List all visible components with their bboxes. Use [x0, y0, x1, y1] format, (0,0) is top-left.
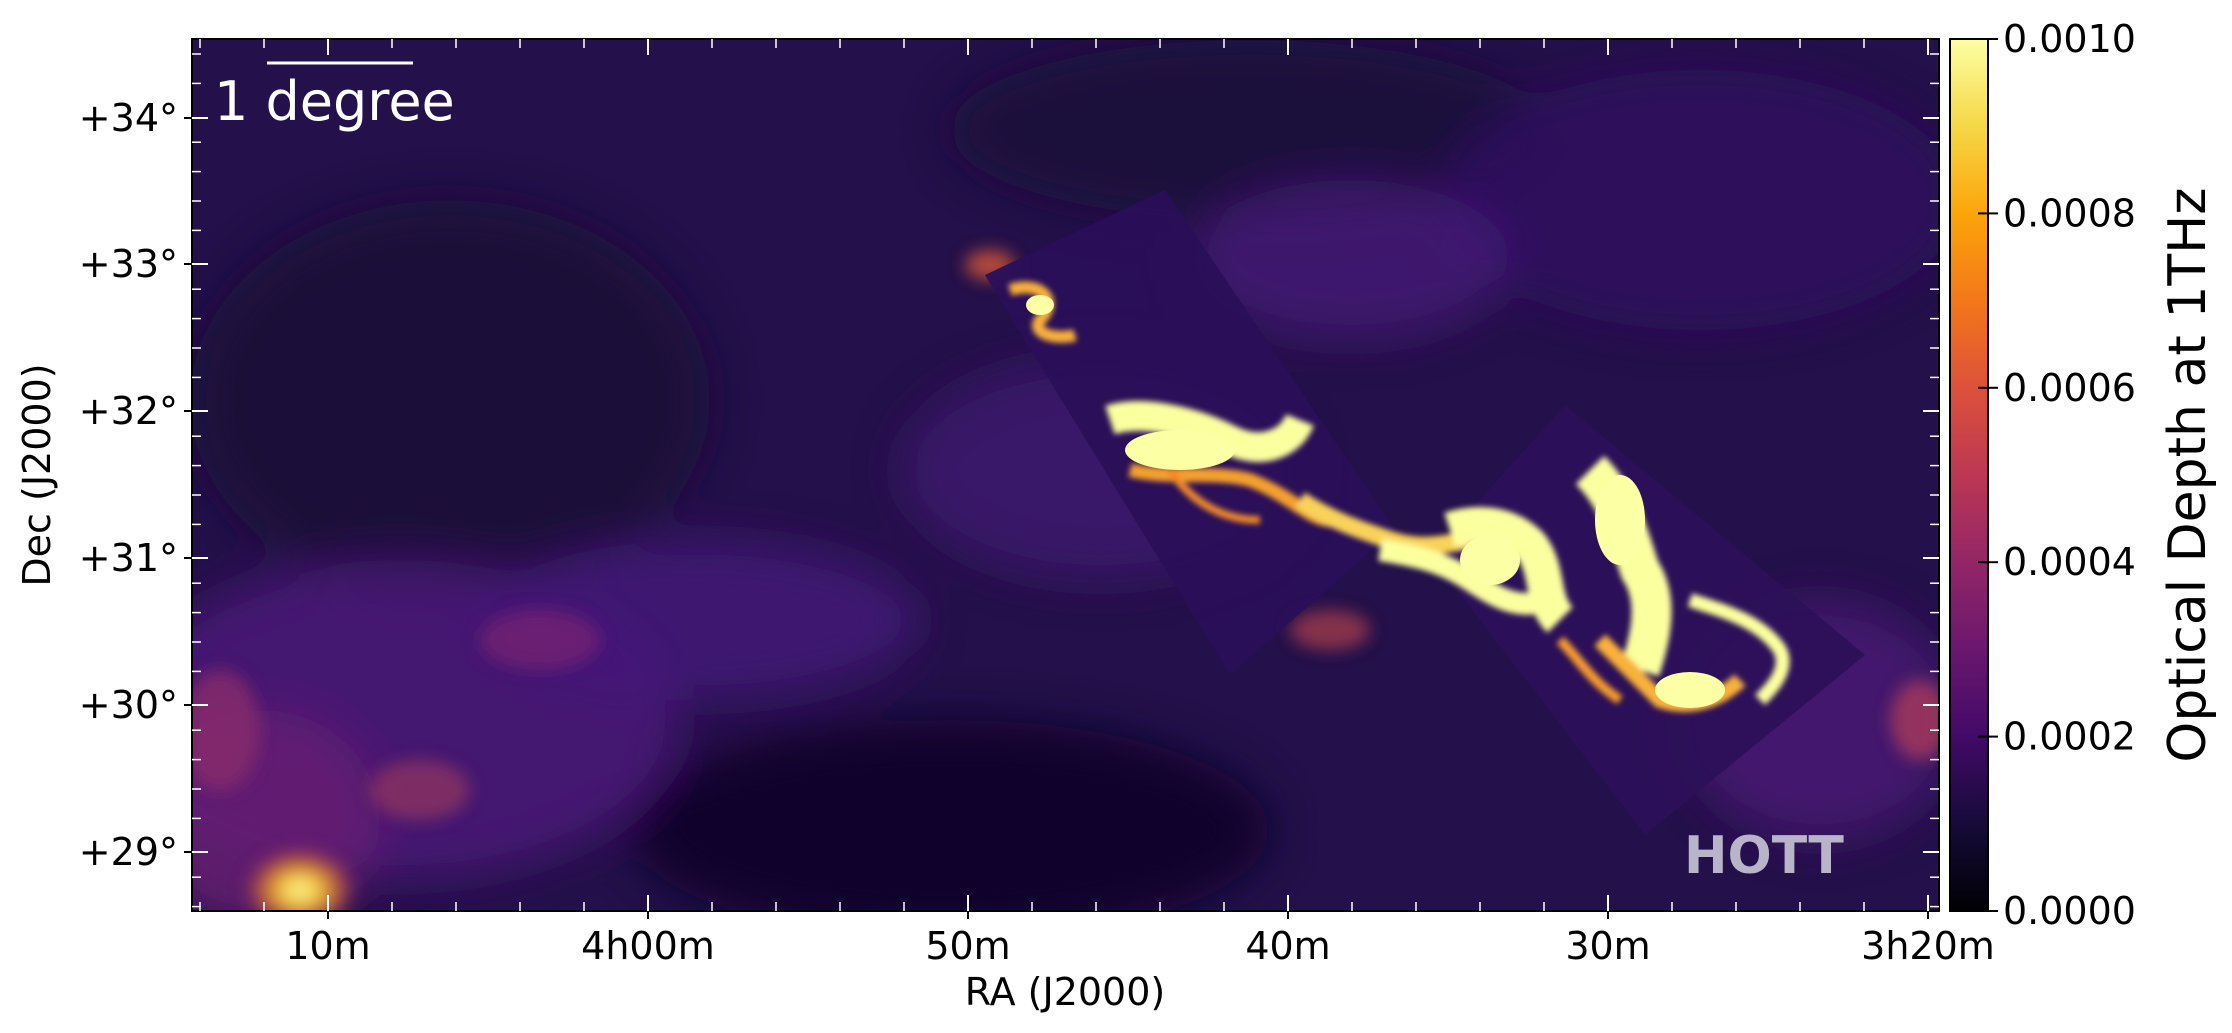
- y-axis-label: Dec (J2000): [15, 363, 59, 586]
- optical-depth-map: [192, 39, 1939, 911]
- colorbar: [1950, 39, 1988, 911]
- colorbar-frame: [1949, 38, 1989, 912]
- x-tick-label: 50m: [925, 924, 1010, 968]
- y-axis: +34° +33° +32° +31° +30° +29°: [79, 53, 1939, 908]
- y-tick-label: +33°: [79, 242, 178, 286]
- y-tick-label: +29°: [79, 830, 178, 874]
- x-tick-label: 30m: [1565, 924, 1650, 968]
- x-axis-label: RA (J2000): [965, 970, 1166, 1014]
- y-tick-label: +34°: [79, 96, 178, 140]
- y-tick-label: +32°: [79, 389, 178, 433]
- colorbar-tick-label: 0.0002: [2003, 715, 2136, 759]
- y-tick-label: +30°: [79, 683, 178, 727]
- colorbar-label: Optical Depth at 1THz: [2158, 187, 2218, 762]
- colorbar-tick-label: 0.0000: [2003, 889, 2136, 933]
- plot-frame: [191, 38, 1940, 912]
- x-tick-label: 40m: [1245, 924, 1330, 968]
- scale-bar-label: 1 degree: [214, 70, 455, 133]
- y-tick-label: +31°: [79, 536, 178, 580]
- x-tick-label: 10m: [285, 924, 370, 968]
- hott-watermark: HOTT: [1684, 826, 1844, 886]
- colorbar-tick-label: 0.0008: [2003, 191, 2136, 235]
- colorbar-tick-label: 0.0010: [2003, 17, 2136, 61]
- x-axis: 10m 4h00m 50m 40m 30m 3h20m: [199, 39, 1995, 968]
- colorbar-tick-label: 0.0004: [2003, 540, 2136, 584]
- x-tick-label: 4h00m: [581, 924, 715, 968]
- x-tick-label: 3h20m: [1861, 924, 1995, 968]
- colorbar-tick-label: 0.0006: [2003, 366, 2136, 410]
- colorbar-ticks: 0.0010 0.0008 0.0006 0.0004 0.0002 0.0000: [1978, 17, 2136, 933]
